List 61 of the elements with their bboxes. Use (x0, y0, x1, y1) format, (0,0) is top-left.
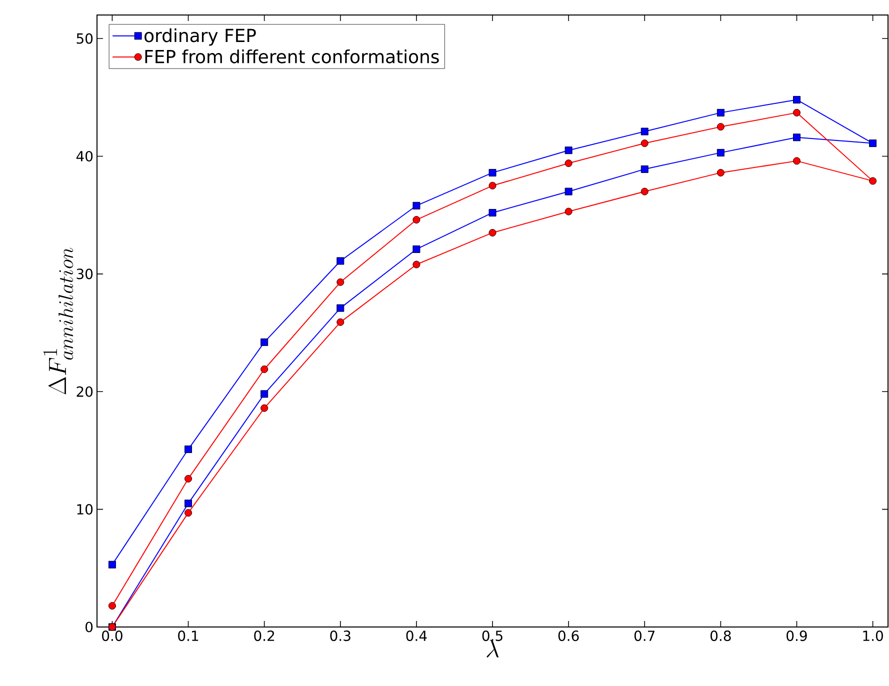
point (640, 140, 648, 148)
point (716, 148, 724, 156)
point (488, 228, 496, 236)
x-tick-label: 0.1 (178, 630, 198, 642)
point (640, 188, 648, 196)
point (716, 108, 724, 116)
x-tick-label: 0.8 (710, 630, 731, 642)
x-tick-label: 0.0 (102, 630, 122, 642)
point (792, 157, 800, 165)
point (488, 208, 496, 216)
point (640, 128, 648, 136)
point (869, 140, 877, 148)
legend-label: ordinary FEP (144, 28, 256, 46)
x-axis-title: $\lambda$ (486, 640, 499, 658)
x-tick-label: 0.2 (254, 630, 274, 642)
point (488, 182, 496, 190)
point (260, 366, 268, 373)
point (260, 338, 268, 346)
point (488, 168, 496, 176)
point (869, 177, 877, 185)
point (792, 108, 800, 116)
y-tick-label: 30 (76, 268, 93, 280)
point (412, 245, 420, 253)
legend-label: FEP from different conformations (145, 49, 439, 64)
point (336, 257, 344, 265)
y-tick-label: 50 (76, 33, 93, 44)
point (716, 168, 724, 176)
point (184, 446, 192, 454)
point (564, 208, 572, 216)
point (412, 260, 420, 268)
x-tick-label: 0.6 (558, 630, 579, 642)
x-tick-label: 0.7 (634, 630, 655, 642)
point (336, 278, 344, 286)
point (564, 146, 572, 154)
y-tick-label: 0 (86, 622, 93, 632)
point (564, 188, 572, 196)
y-tick-label: 20 (76, 386, 93, 397)
point (716, 123, 724, 131)
point (640, 165, 648, 173)
x-tick-label: 0.9 (786, 630, 807, 642)
point (184, 474, 192, 482)
point (184, 509, 192, 517)
x-tick-label: 0.4 (406, 630, 427, 642)
x-tick-label: 0.5 (482, 630, 502, 642)
point (108, 602, 116, 610)
point (336, 318, 344, 326)
point (792, 96, 800, 104)
point (792, 134, 800, 142)
point (260, 404, 268, 412)
point (412, 202, 420, 210)
point (336, 304, 344, 312)
point (412, 216, 420, 224)
y-axis-title: $\Delta F^{1}_{annihilation}$ (43, 248, 74, 394)
point (108, 560, 116, 568)
x-tick-label: 1.0 (863, 630, 883, 642)
point (184, 500, 192, 508)
x-tick-label: 0.3 (330, 630, 350, 642)
y-tick-label: 40 (76, 150, 93, 162)
point (260, 390, 268, 398)
y-tick-label: 10 (77, 504, 93, 515)
point (564, 160, 572, 168)
